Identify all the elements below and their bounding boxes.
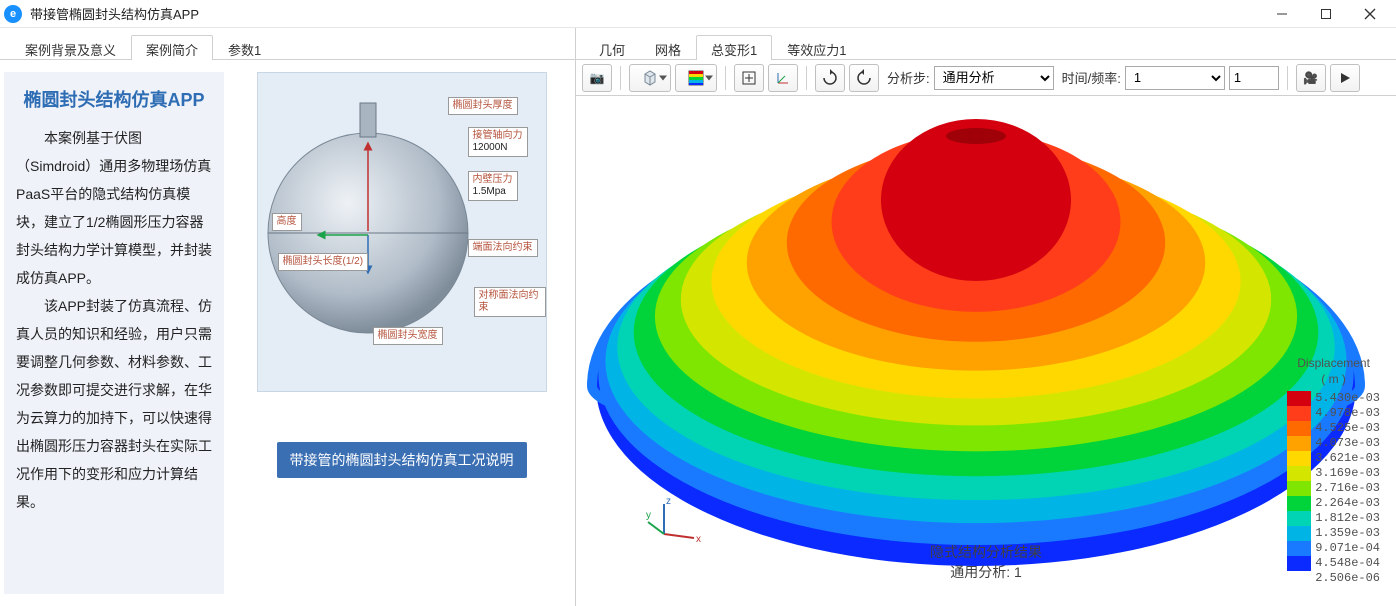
right-tabs: 几何网格总变形1等效应力1 <box>576 28 1396 60</box>
record-button[interactable]: 🎥 <box>1296 64 1326 92</box>
axes-icon <box>775 70 791 86</box>
rotate-ccw-icon <box>855 69 873 87</box>
close-button[interactable] <box>1348 0 1392 28</box>
rotate-cw-button[interactable] <box>815 64 845 92</box>
right-tab-0[interactable]: 几何 <box>584 35 640 60</box>
analysis-step-label: 分析步: <box>887 68 930 87</box>
cube-icon <box>641 69 659 87</box>
right-pane: 几何网格总变形1等效应力1 📷 <box>576 28 1396 606</box>
fit-view-button[interactable] <box>734 64 764 92</box>
left-tab-0[interactable]: 案例背景及意义 <box>10 35 131 60</box>
camera-icon: 📷 <box>590 71 605 85</box>
diagram-callout-2: 内壁压力1.5Mpa <box>468 171 518 201</box>
view-cube-button[interactable] <box>629 64 671 92</box>
diagram-callout-4: 对称面法向约束 <box>474 287 546 317</box>
left-tabs: 案例背景及意义案例简介参数1 <box>0 28 575 60</box>
rainbow-icon <box>687 69 705 87</box>
right-tab-1[interactable]: 网格 <box>640 35 696 60</box>
time-freq-select[interactable]: 1 <box>1125 66 1225 90</box>
fit-icon <box>741 70 757 86</box>
axis-triad: x z y <box>646 496 706 546</box>
diagram-callout-0: 椭圆封头厚度 <box>448 97 518 115</box>
play-button[interactable] <box>1330 64 1360 92</box>
snapshot-button[interactable]: 📷 <box>582 64 612 92</box>
window-title: 带接管椭圆封头结构仿真APP <box>30 4 1260 23</box>
left-tab-1[interactable]: 案例简介 <box>131 35 213 60</box>
analysis-result-caption: 隐式结构分析结果 通用分析: 1 <box>930 542 1042 582</box>
time-freq-label: 时间/频率: <box>1062 68 1121 87</box>
diagram-callout-7: 高度 <box>272 213 302 231</box>
diagram-callout-1: 接管轴向力12000N <box>468 127 528 157</box>
rotate-cw-icon <box>821 69 839 87</box>
right-tab-2[interactable]: 总变形1 <box>696 35 772 60</box>
rotate-ccw-button[interactable] <box>849 64 879 92</box>
intro-title: 椭圆封头结构仿真APP <box>16 82 212 118</box>
svg-text:y: y <box>646 510 651 521</box>
video-icon: 🎥 <box>1303 71 1318 85</box>
maximize-button[interactable] <box>1304 0 1348 28</box>
diagram-callout-3: 端面法向约束 <box>468 239 538 257</box>
axes-triad-button[interactable] <box>768 64 798 92</box>
play-icon <box>1339 72 1351 84</box>
result-viewport[interactable]: x z y 隐式结构分析结果 通用分析: 1 Displacement ( m … <box>576 96 1396 606</box>
diagram-box: 椭圆封头厚度接管轴向力12000N 内壁压力1.5Mpa 端面法向约束对称面法向约束… <box>257 72 547 392</box>
right-tab-3[interactable]: 等效应力1 <box>772 35 861 60</box>
svg-text:z: z <box>666 496 671 507</box>
svg-text:x: x <box>696 534 701 545</box>
intro-panel: 椭圆封头结构仿真APP 本案例基于伏图（Simdroid）通用多物理场仿真Paa… <box>4 72 224 594</box>
diagram-caption: 带接管的椭圆封头结构仿真工况说明 <box>277 442 527 478</box>
intro-paragraph-2: 该APP封装了仿真流程、仿真人员的知识和经验，用户只需要调整几何参数、材料参数、… <box>16 292 212 516</box>
intro-paragraph-1: 本案例基于伏图（Simdroid）通用多物理场仿真PaaS平台的隐式结构仿真模块… <box>16 124 212 292</box>
left-tab-2[interactable]: 参数1 <box>213 35 276 60</box>
app-logo-icon: e <box>4 5 22 23</box>
legend-title-1: Displacement <box>1297 356 1370 370</box>
analysis-step-select[interactable]: 通用分析 <box>934 66 1054 90</box>
titlebar: e 带接管椭圆封头结构仿真APP <box>0 0 1396 28</box>
frame-spin[interactable] <box>1229 66 1279 90</box>
diagram-callout-6: 椭圆封头宽度 <box>373 327 443 345</box>
color-legend: Displacement ( m ) 5.430e-034.978e-034.5… <box>1287 356 1380 586</box>
colormap-button[interactable] <box>675 64 717 92</box>
legend-title-2: ( m ) <box>1321 372 1346 386</box>
left-pane: 案例背景及意义案例简介参数1 椭圆封头结构仿真APP 本案例基于伏图（Simdr… <box>0 28 576 606</box>
viewer-toolbar: 📷 <box>576 60 1396 96</box>
diagram-callout-5: 椭圆封头长度(1/2) <box>278 253 369 271</box>
minimize-button[interactable] <box>1260 0 1304 28</box>
